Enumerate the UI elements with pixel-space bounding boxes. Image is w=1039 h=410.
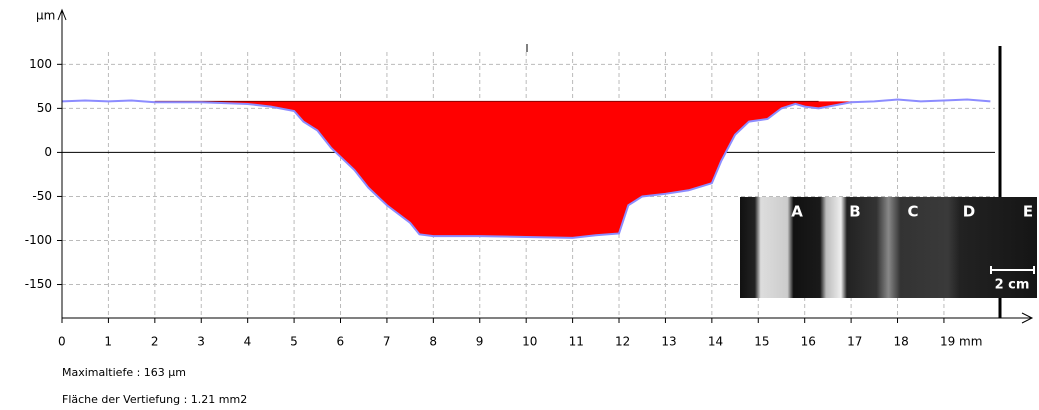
photo — [740, 197, 1037, 298]
x-tick-label: 4 — [244, 335, 252, 349]
y-tick-label: 50 — [37, 101, 52, 115]
inset-label: C — [907, 203, 918, 221]
y-tick-label: -50 — [32, 189, 52, 203]
inset-label: D — [963, 203, 975, 221]
inset-label: A — [791, 203, 803, 221]
scale-bar — [990, 266, 1035, 274]
x-tick-label: 9 — [476, 335, 484, 349]
x-tick-label: 13 — [661, 335, 676, 349]
y-tick-label: -150 — [25, 277, 52, 291]
x-tick-label: 8 — [429, 335, 437, 349]
y-axis — [57, 8, 67, 318]
x-tick-label: 0 — [58, 335, 66, 349]
annotation: Maximaltiefe : 163 µm — [62, 366, 186, 379]
y-axis-label: µm — [36, 9, 55, 23]
x-tick-label: 1 — [104, 335, 112, 349]
x-tick-label: 17 — [847, 335, 862, 349]
inset-label: B — [849, 203, 860, 221]
x-tick-label: 6 — [337, 335, 345, 349]
x-tick-label: 7 — [383, 335, 391, 349]
y-tick-label: 100 — [29, 57, 52, 71]
profile-line — [61, 98, 991, 239]
x-tick-label: 12 — [615, 335, 630, 349]
y-tick-label: 0 — [44, 145, 52, 159]
x-tick-label: 2 — [151, 335, 159, 349]
x-axis — [62, 312, 1034, 324]
x-tick-label: 19 mm — [940, 335, 982, 349]
depression-area — [62, 101, 991, 238]
x-tick-label: 14 — [708, 335, 723, 349]
x-tick-label: 18 — [894, 335, 909, 349]
x-tick-label: 16 — [801, 335, 816, 349]
x-tick-label: 10 — [522, 335, 537, 349]
x-tick-label: 3 — [197, 335, 205, 349]
inset-label: E — [1023, 203, 1033, 221]
scale-label: 2 cm — [995, 278, 1030, 293]
y-tick-label: -100 — [25, 233, 52, 247]
inset-photo: A B C D E 2 cm — [740, 197, 1037, 298]
x-tick-label: 15 — [754, 335, 769, 349]
x-tick-label: 11 — [569, 335, 584, 349]
x-tick-label: 5 — [290, 335, 298, 349]
plot: 0 1 2 3 4 5 6 7 8 9 10 11 12 13 14 15 16 17 18 19 mm100500-… — [25, 8, 1034, 349]
annotation: Fläche der Vertiefung : 1.21 mm2 — [62, 393, 247, 406]
